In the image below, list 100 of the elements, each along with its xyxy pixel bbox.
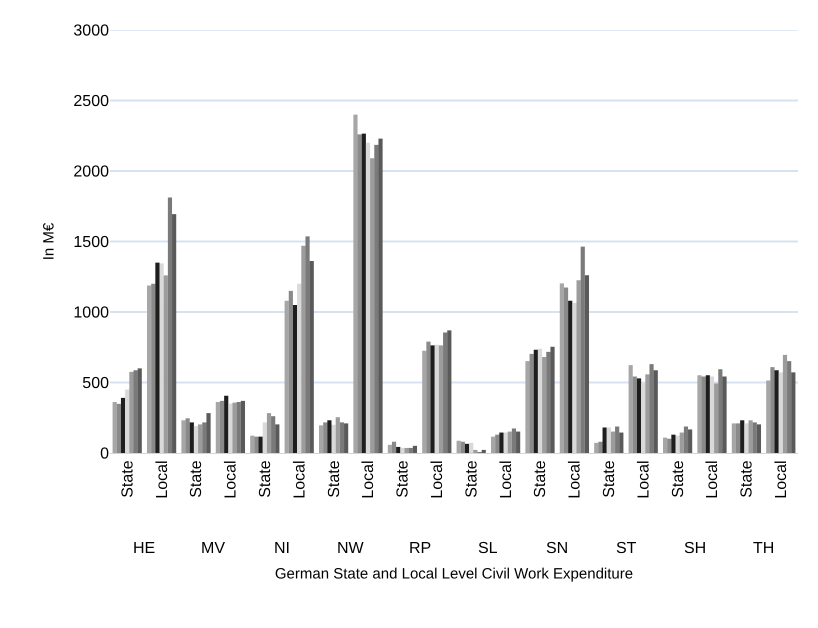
y-tick-label: 1500 xyxy=(73,234,110,252)
x-tick-label: Local xyxy=(566,460,584,499)
bar xyxy=(194,426,198,453)
x-tick-label: State xyxy=(119,460,136,498)
bar xyxy=(400,448,404,453)
bar xyxy=(697,375,702,453)
x-axis-title: German State and Local Level Civil Work Expenditure xyxy=(274,566,634,583)
bar xyxy=(447,330,452,453)
text: RP xyxy=(409,540,432,557)
text: NI xyxy=(274,540,290,557)
text: TH xyxy=(753,540,774,557)
bar xyxy=(412,446,418,453)
x-tick-label: Local xyxy=(360,460,378,499)
bar xyxy=(499,432,504,453)
bar xyxy=(722,376,727,453)
bar xyxy=(336,417,340,453)
y-tick-label: 2500 xyxy=(73,93,110,110)
bar xyxy=(598,442,603,453)
bar xyxy=(129,372,134,453)
x-tick-label: State xyxy=(188,460,206,498)
bar xyxy=(718,369,722,453)
bar xyxy=(752,422,757,453)
bar xyxy=(422,350,426,453)
bar xyxy=(791,372,796,453)
x-tick-label: State xyxy=(601,460,618,498)
bar xyxy=(770,367,775,453)
bar xyxy=(271,416,276,453)
bar xyxy=(332,424,336,453)
bar xyxy=(546,352,550,453)
bar xyxy=(710,376,714,453)
bar xyxy=(632,376,637,453)
bar xyxy=(236,402,241,453)
x-tick-label: State xyxy=(670,460,687,498)
bar xyxy=(258,436,263,453)
bar xyxy=(426,342,431,453)
x-tick-label: Local xyxy=(635,460,652,499)
bar xyxy=(275,424,280,453)
y-axis-title: In M€ xyxy=(40,222,58,260)
x-tick-label: Local xyxy=(429,460,446,499)
bar xyxy=(766,380,770,453)
bar xyxy=(744,423,748,453)
bar xyxy=(378,138,383,453)
bar xyxy=(534,350,538,453)
y-tick-label: 0 xyxy=(100,446,110,463)
bar xyxy=(680,432,684,453)
bar xyxy=(550,346,555,453)
bar xyxy=(584,275,590,453)
bar xyxy=(649,364,654,453)
text: SL xyxy=(478,540,498,557)
bar xyxy=(434,344,439,453)
bar xyxy=(456,440,461,453)
bar xyxy=(160,263,164,453)
bar xyxy=(482,450,486,453)
bar xyxy=(430,345,435,453)
bar xyxy=(516,432,520,453)
bar xyxy=(164,275,168,453)
bar xyxy=(125,390,130,453)
bar xyxy=(560,283,564,453)
bar xyxy=(396,446,400,453)
bar xyxy=(262,422,267,453)
bar xyxy=(340,422,344,453)
x-tick-label: Local xyxy=(773,460,790,499)
bar xyxy=(305,236,310,453)
bar xyxy=(353,114,358,453)
bar xyxy=(684,426,688,453)
bar xyxy=(120,398,126,453)
bar xyxy=(198,424,202,453)
bar xyxy=(714,383,718,453)
x-tick-label: Local xyxy=(291,460,308,499)
bar xyxy=(495,434,500,453)
bar xyxy=(778,372,783,453)
bar xyxy=(327,420,332,453)
bar xyxy=(504,432,508,453)
y-tick-label: 2000 xyxy=(73,164,110,181)
bar xyxy=(138,368,142,453)
bar xyxy=(146,285,152,453)
bar xyxy=(133,370,138,453)
bar xyxy=(358,134,362,453)
bar xyxy=(508,432,512,453)
bar xyxy=(645,374,650,453)
bar xyxy=(155,262,160,453)
bar xyxy=(250,436,254,453)
bar xyxy=(702,376,706,453)
x-tick-label: State xyxy=(738,460,756,498)
bar xyxy=(344,423,348,453)
bar xyxy=(190,422,194,453)
bar xyxy=(706,375,710,453)
bar xyxy=(564,287,568,453)
bar xyxy=(408,448,413,453)
bar xyxy=(490,436,496,453)
bar xyxy=(774,370,779,453)
text: SN xyxy=(546,540,568,557)
bar xyxy=(671,434,676,453)
bar xyxy=(782,354,788,453)
bar xyxy=(202,422,206,453)
bar xyxy=(736,423,740,453)
text: MV xyxy=(201,540,226,557)
bar xyxy=(756,424,762,453)
x-tick-label: State xyxy=(532,460,550,498)
bar xyxy=(606,427,611,453)
